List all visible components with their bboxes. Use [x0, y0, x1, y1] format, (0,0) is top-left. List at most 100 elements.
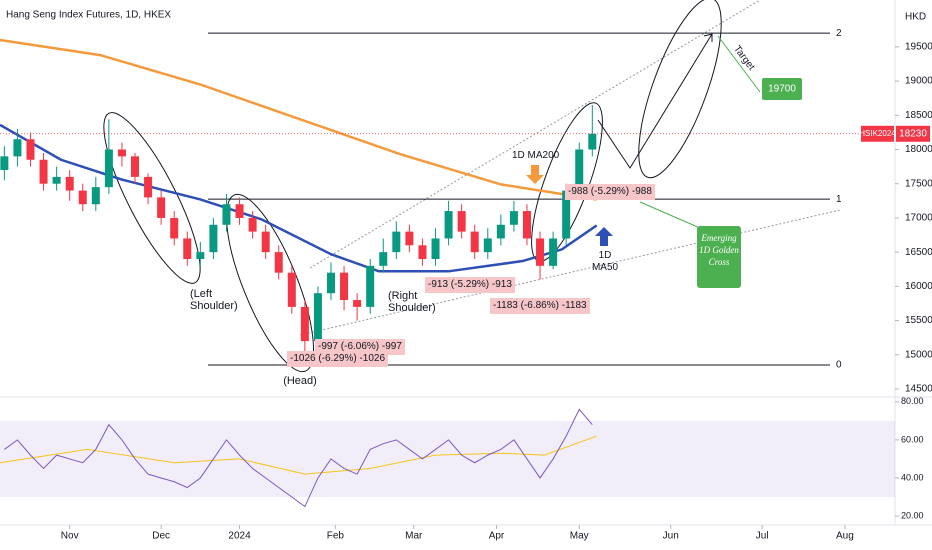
candle-body: [78, 190, 87, 205]
ma-line: [0, 123, 598, 273]
candle-body: [366, 265, 375, 307]
rsi-y-tick-label: 40.00: [901, 472, 924, 482]
candle-body: [39, 159, 48, 184]
candle-body: [522, 211, 531, 239]
x-tick-label: Feb: [327, 531, 345, 542]
rsi-line: [4, 408, 593, 508]
x-tick-label: Jun: [663, 531, 679, 542]
pattern-label: (Head): [283, 375, 317, 387]
candle-body: [392, 231, 401, 253]
pattern-label: (Right Shoulder): [388, 290, 436, 314]
candle-body: [157, 197, 166, 218]
candle-body: [444, 211, 453, 239]
ma50-arrow: [595, 227, 613, 246]
candle-body: [196, 252, 205, 259]
y-tick-label: 15000: [905, 349, 932, 360]
candle-body: [340, 272, 349, 301]
candle-body: [300, 306, 309, 342]
candle-body: [509, 211, 518, 225]
x-tick-label: Dec: [152, 531, 170, 542]
ma-line: [0, 38, 597, 201]
measure-label: -1026 (-6.29%) -1026: [287, 351, 389, 367]
level-label: 2: [836, 28, 842, 39]
candle-body: [261, 231, 270, 253]
y-tick-label: 19000: [905, 76, 932, 87]
pattern-ellipse: [103, 112, 201, 284]
candle-body: [131, 156, 140, 177]
candle-body: [313, 293, 322, 342]
target-box: [762, 78, 802, 100]
candle-body: [562, 190, 571, 239]
x-tick-label: 2024: [228, 531, 251, 542]
candle-body: [209, 224, 218, 253]
candle-body: [457, 211, 466, 232]
y-tick-label: 15500: [905, 315, 932, 326]
x-tick-label: Apr: [489, 531, 505, 542]
rsi-y-tick-label: 60.00: [901, 434, 924, 444]
projection-arrow: [703, 33, 713, 42]
target-value: 19700: [768, 84, 796, 95]
candle-body: [379, 252, 388, 266]
price-tag-text: 18230: [899, 128, 927, 139]
ma200-label: 1D MA200: [512, 150, 560, 161]
x-tick-label: Aug: [836, 531, 854, 542]
x-tick-label: Nov: [61, 531, 79, 542]
x-tick-label: Mar: [405, 531, 423, 542]
candle-body: [483, 238, 492, 253]
candle-body: [536, 238, 545, 266]
candle-body: [183, 238, 192, 259]
cross-pointer: [639, 201, 701, 229]
x-tick-label: Jul: [756, 531, 769, 542]
y-tick-label: 19500: [905, 42, 932, 53]
candle-body: [353, 300, 362, 307]
projection-ellipse: [638, 0, 722, 179]
candle-body: [470, 231, 479, 253]
chart-title: Hang Seng Index Futures, 1D, HKEX: [6, 10, 171, 21]
candle-body: [104, 149, 113, 188]
level-label: 1: [836, 194, 842, 205]
projection-path: [597, 33, 713, 169]
measure-label: -988 (-5.29%) -988: [565, 184, 655, 200]
y-tick-label: 14500: [905, 384, 932, 395]
ma50-label: 1D MA50: [591, 250, 619, 273]
candle-body: [117, 149, 126, 157]
candle-body: [170, 217, 179, 239]
candle-body: [274, 252, 283, 273]
symbol-tag-text: HSIK2024: [859, 129, 896, 138]
candle-body: [575, 149, 584, 191]
level-label: 0: [836, 360, 842, 371]
target-arrow: [717, 35, 761, 93]
ma200-arrow: [526, 165, 544, 184]
candle-body: [91, 187, 100, 205]
symbol-tag: [861, 125, 894, 142]
y-tick-label: 16500: [905, 247, 932, 258]
y-tick-label: 17000: [905, 213, 932, 224]
rsi-band: [0, 420, 895, 498]
candle-body: [326, 272, 335, 294]
candle-body: [144, 176, 153, 198]
rsi-y-tick-label: 20.00: [901, 510, 924, 520]
candle-body: [588, 133, 597, 150]
y-tick-label: 18500: [905, 110, 932, 121]
candle-body: [235, 204, 244, 218]
drawings: [103, 0, 841, 373]
y-tick-label: 16000: [905, 281, 932, 292]
candle-body: [431, 238, 440, 259]
price-tag: [896, 125, 930, 142]
candle-body: [405, 231, 414, 246]
candle-body: [496, 224, 505, 239]
candle-body: [549, 238, 558, 266]
golden-cross-box: Emerging 1D Golden Cross: [697, 226, 741, 288]
candle-body: [287, 272, 296, 307]
rsi-ma-line: [0, 435, 597, 475]
candle-body: [248, 217, 257, 232]
candle-body: [13, 139, 22, 157]
channel-lower: [299, 209, 841, 336]
y-tick-label: 17500: [905, 178, 932, 189]
candle-body: [0, 156, 9, 171]
y-tick-label: 18000: [905, 144, 932, 155]
measure-label: -1183 (-6.86%) -1183: [490, 298, 590, 314]
x-tick-label: May: [570, 531, 589, 542]
